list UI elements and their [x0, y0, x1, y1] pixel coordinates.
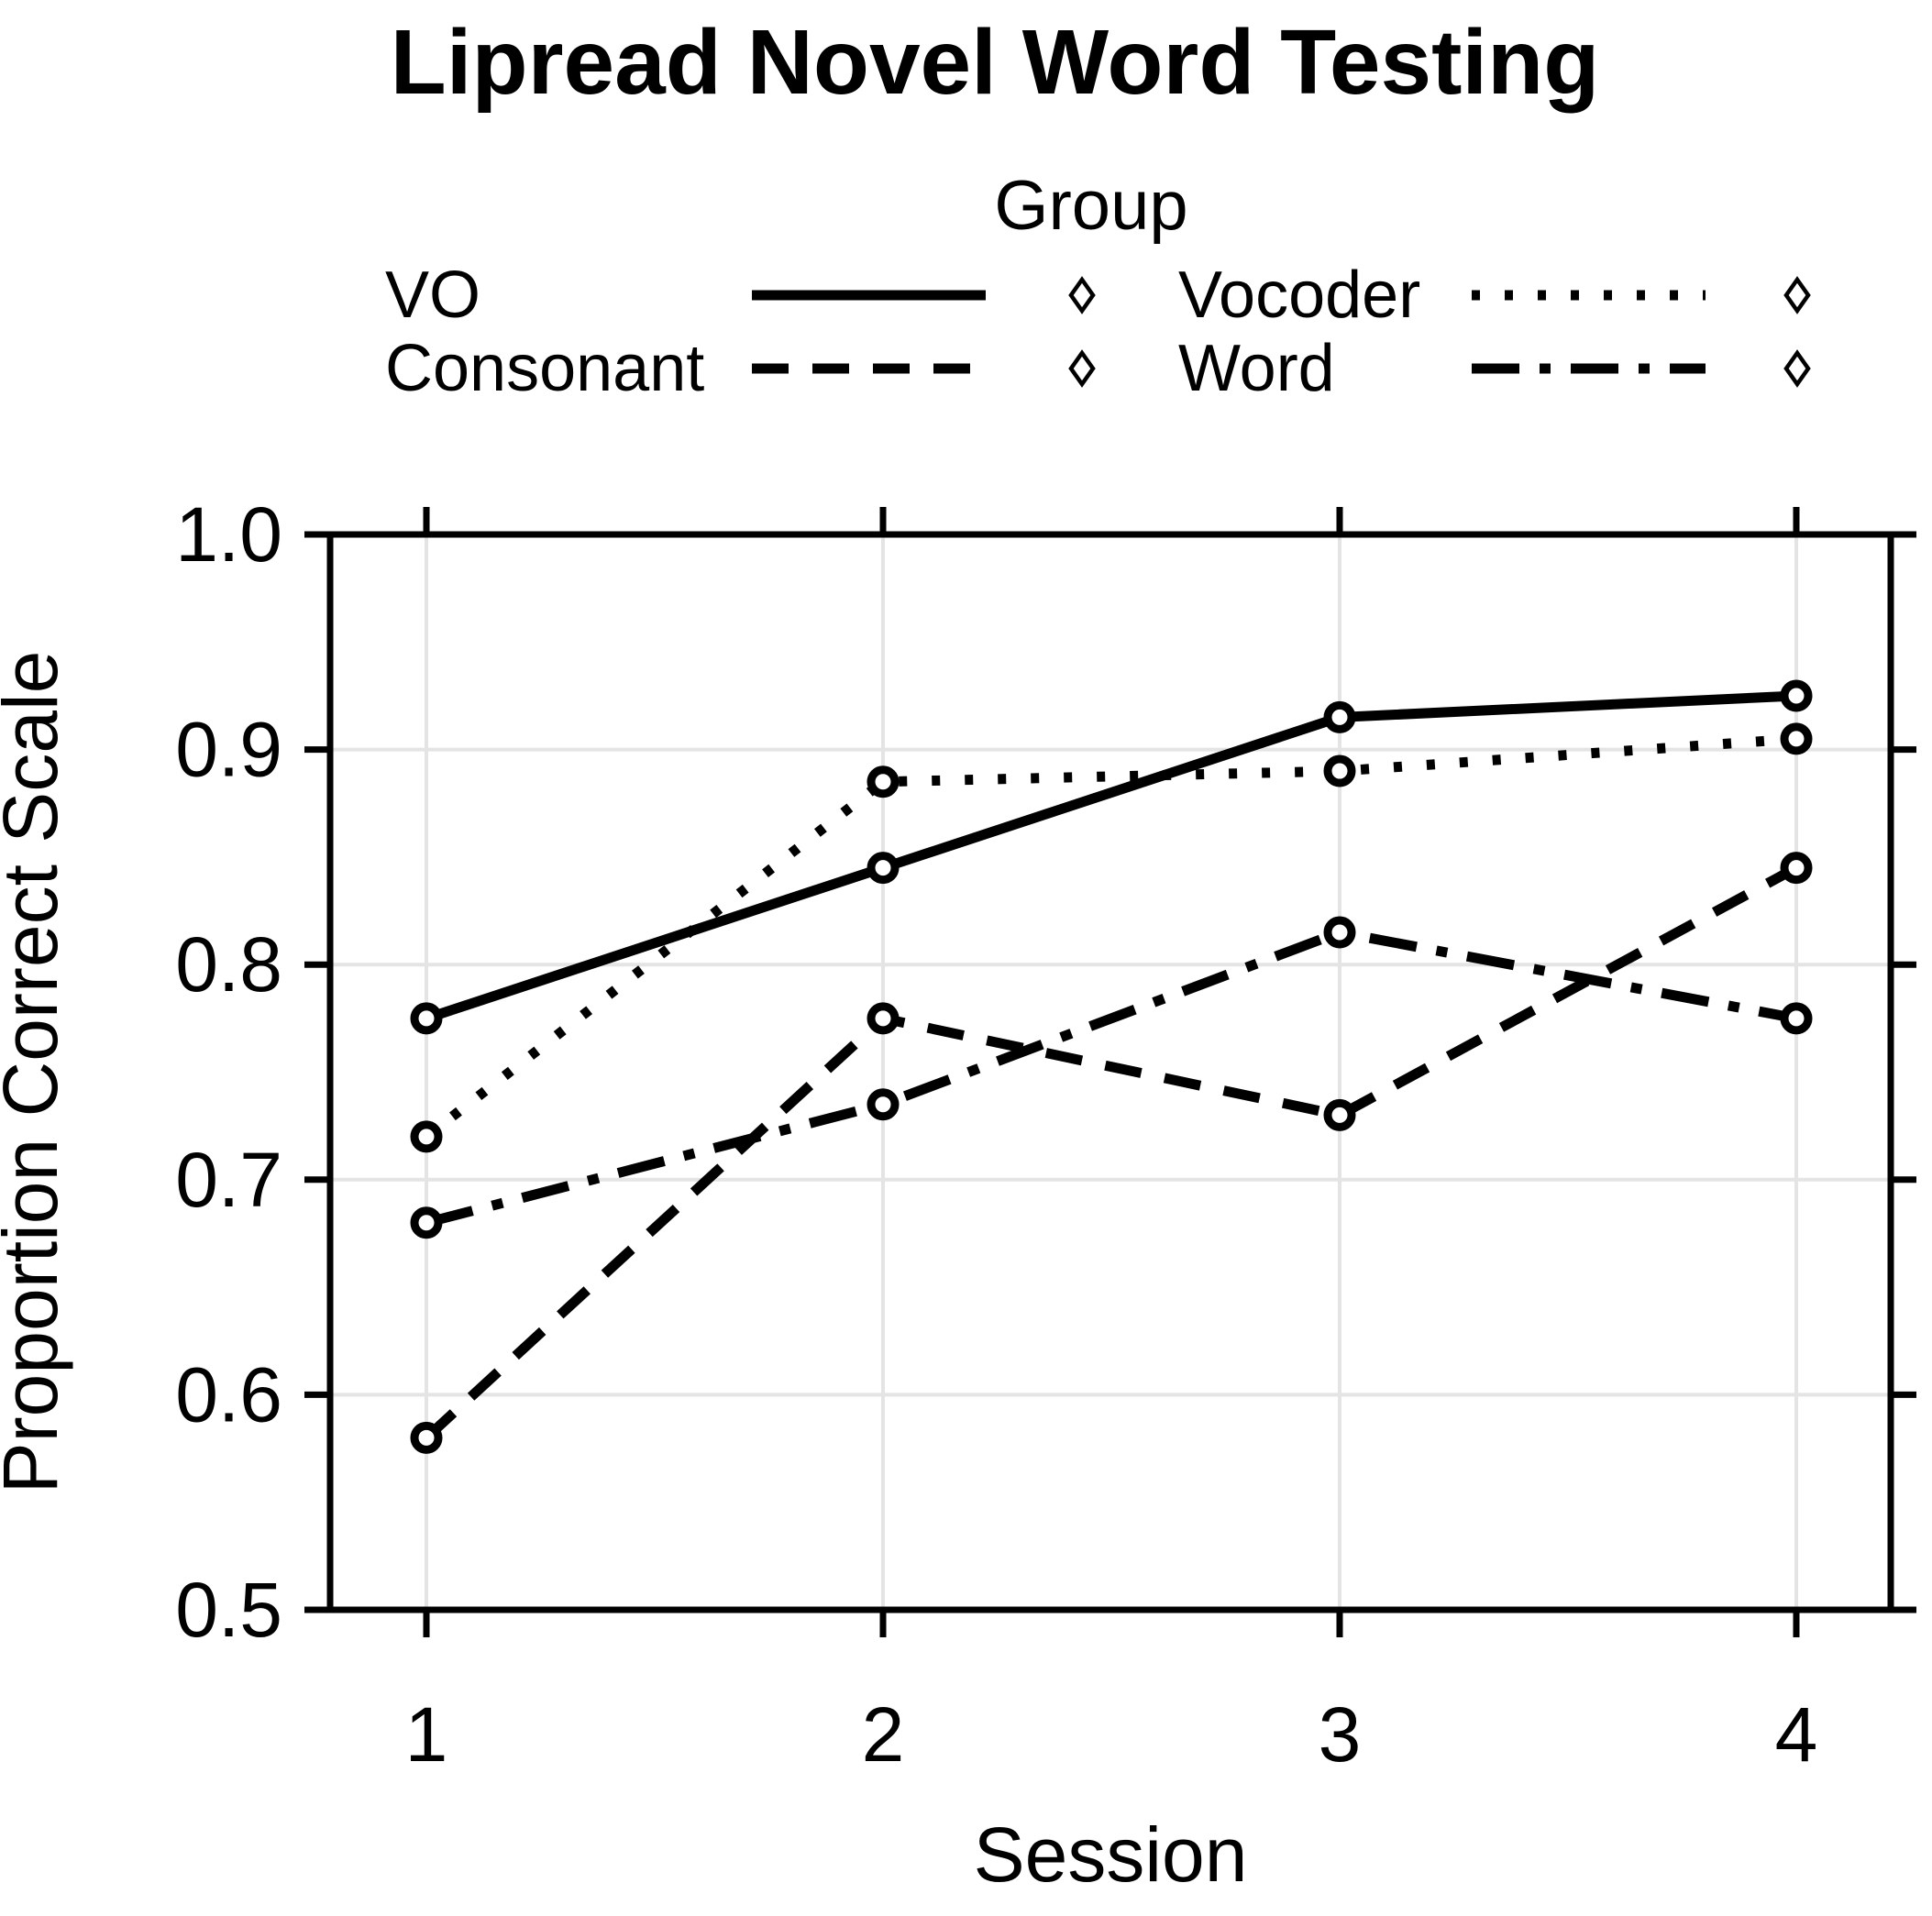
x-tick-label: 2 — [862, 1691, 905, 1778]
legend-title: Group — [994, 167, 1187, 245]
legend-diamond-icon-vo — [1068, 276, 1096, 314]
chart-title: Lipread Novel Word Testing — [391, 11, 1600, 114]
legend-label-word: Word — [1178, 332, 1335, 405]
y-tick-label: 0.9 — [175, 707, 282, 793]
y-axis-label: Proportion Correct Scale — [0, 651, 73, 1494]
data-marker-word-session-4 — [1780, 1002, 1813, 1035]
data-marker-consonant-session-1 — [410, 1421, 443, 1454]
x-tick-label: 3 — [1319, 1691, 1362, 1778]
data-marker-vocoder-session-3 — [1323, 754, 1356, 787]
data-marker-vocoder-session-2 — [867, 765, 900, 798]
data-marker-vo-session-1 — [410, 1002, 443, 1035]
data-marker-vo-session-4 — [1780, 679, 1813, 712]
legend-label-vo: VO — [385, 259, 480, 332]
legend-diamond-icon-word — [1783, 349, 1811, 388]
legend-label-vocoder: Vocoder — [1178, 259, 1420, 332]
data-marker-vocoder-session-4 — [1780, 722, 1813, 755]
x-axis-label: Session — [974, 1811, 1248, 1898]
x-tick-label: 4 — [1775, 1691, 1818, 1778]
y-tick-label: 0.8 — [175, 921, 282, 1008]
series-line-consonant — [423, 863, 1799, 1442]
data-marker-word-session-2 — [867, 1088, 900, 1121]
y-tick-label: 0.6 — [175, 1351, 282, 1437]
data-marker-word-session-1 — [410, 1206, 443, 1239]
plot-border — [326, 531, 1894, 1613]
series-line-vo — [425, 690, 1797, 1024]
y-tick-label: 1.0 — [175, 491, 282, 578]
data-marker-vo-session-3 — [1323, 700, 1356, 733]
data-marker-consonant-session-3 — [1323, 1098, 1356, 1131]
data-marker-vo-session-2 — [867, 852, 900, 885]
series-line-word — [425, 927, 1798, 1228]
series-line-vocoder — [423, 733, 1797, 1141]
data-marker-vocoder-session-1 — [410, 1120, 443, 1153]
legend-diamond-icon-consonant — [1068, 349, 1096, 388]
x-tick-label: 1 — [405, 1691, 448, 1778]
data-marker-consonant-session-2 — [867, 1002, 900, 1035]
legend-label-consonant: Consonant — [385, 332, 704, 405]
legend-diamond-icon-vocoder — [1783, 276, 1811, 314]
y-tick-label: 0.5 — [175, 1567, 282, 1653]
y-tick-label: 0.7 — [175, 1137, 282, 1223]
data-marker-word-session-3 — [1323, 916, 1356, 949]
data-marker-consonant-session-4 — [1780, 852, 1813, 885]
